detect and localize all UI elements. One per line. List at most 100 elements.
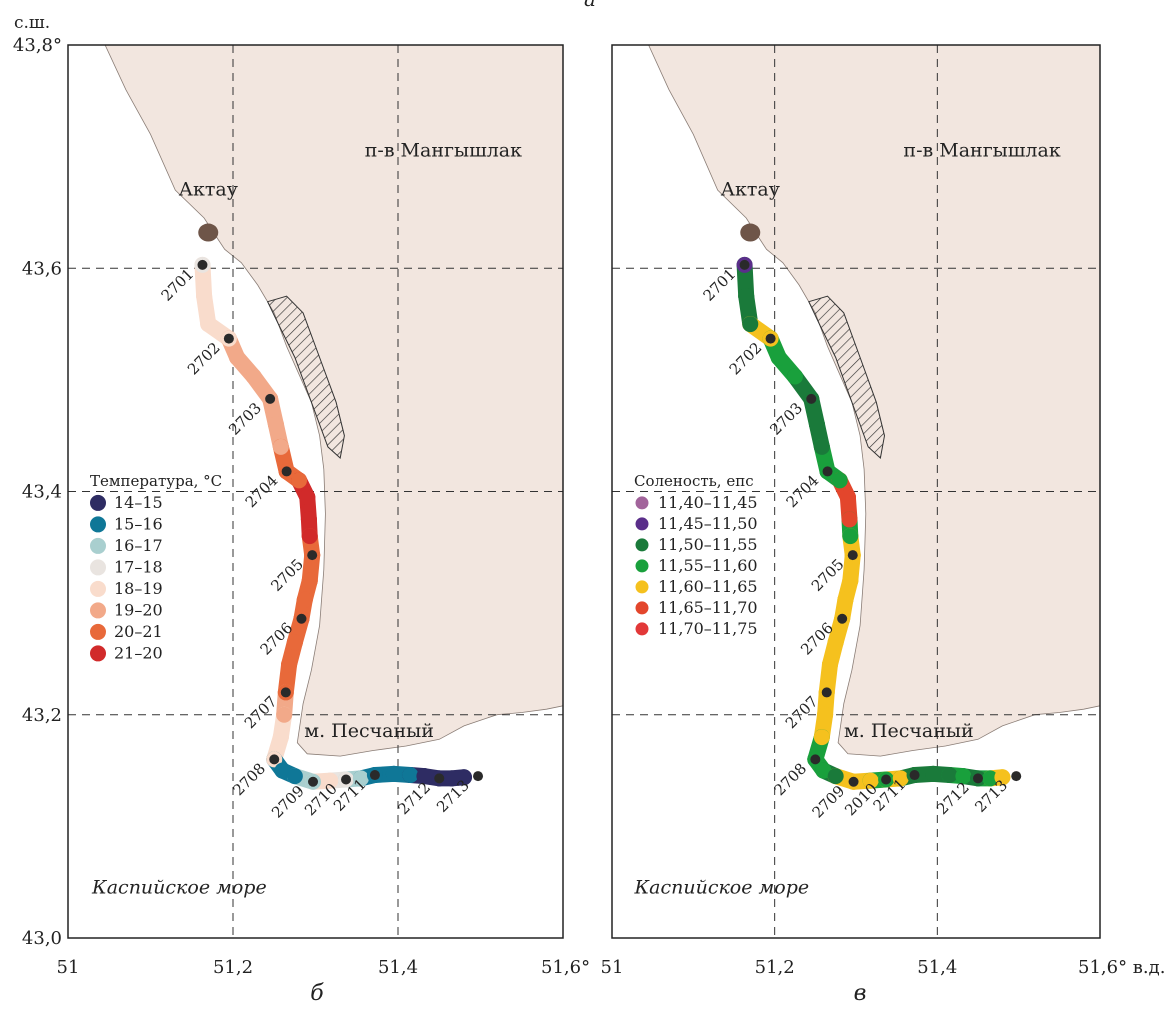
track-point [352, 770, 369, 787]
station-point [1011, 771, 1022, 782]
track-point [827, 768, 844, 785]
station-point [197, 259, 208, 270]
left-panel-caption: б [310, 981, 324, 1006]
legend-swatch [635, 538, 649, 552]
station-point [739, 259, 750, 270]
peninsula-label: п-в Мангышлак [365, 140, 522, 162]
map-frame [611, 44, 1101, 939]
station-point [806, 393, 817, 404]
x-tick-label: 51,4 [378, 957, 418, 978]
x-tick-label: 51,2 [213, 957, 253, 978]
station-point [765, 333, 776, 344]
track-point [842, 572, 859, 589]
track-point [281, 656, 298, 673]
station-point [223, 333, 234, 344]
sand-spit-hatched [266, 295, 345, 459]
y-tick-label: 43,4 [22, 482, 62, 503]
legend-label: 11,65–11,70 [658, 598, 758, 617]
track-point [229, 349, 246, 366]
legend-swatch [635, 580, 649, 594]
track-point [456, 769, 472, 786]
legend-swatch [635, 517, 649, 531]
track-point [742, 316, 759, 333]
y-tick-label: 43,8° [13, 35, 62, 56]
x-tick-label: 51,6° в.д. [1078, 957, 1165, 978]
x-tick-label: 51,6° [541, 957, 590, 978]
track-point [982, 770, 999, 787]
peninsula-label: п-в Мангышлак [903, 140, 1060, 162]
legend-swatch [90, 645, 106, 662]
track-point [813, 729, 830, 746]
salinity-map-panel: 2701270227032704270527062707270827092010… [601, 44, 1165, 978]
legend-label: 20–21 [114, 622, 163, 641]
x-tick-label: 51 [601, 957, 624, 978]
track-point [322, 772, 339, 789]
track-point [842, 528, 859, 545]
city-marker [198, 223, 219, 242]
map-frame [67, 44, 564, 939]
track-point [815, 762, 832, 779]
legend-label: 11,55–11,60 [658, 556, 758, 575]
station-point [269, 754, 280, 765]
track-point [296, 591, 313, 608]
legend-swatch [90, 602, 106, 619]
legend-swatch [635, 559, 649, 573]
x-tick-label: 51,4 [917, 957, 957, 978]
legend-label: 17–18 [114, 557, 163, 576]
track-point [416, 768, 433, 785]
track-point [955, 768, 972, 785]
legend-swatch [635, 622, 649, 636]
station-point [973, 773, 983, 784]
cape-label: м. Песчаный [304, 720, 434, 742]
track-point [272, 729, 289, 746]
legend-swatch [90, 623, 106, 640]
track-point [808, 416, 825, 433]
legend-swatch [90, 559, 106, 576]
sea-label: Каспийское море [91, 876, 267, 898]
track-point [821, 656, 838, 673]
legend-swatch [635, 496, 649, 510]
track-point [941, 767, 958, 784]
legend-label: 11,70–11,75 [658, 619, 758, 638]
figure-top-letter: а [584, 0, 596, 11]
track-point [300, 511, 317, 528]
track-point [831, 472, 848, 489]
track-point [291, 472, 307, 489]
station-point [434, 773, 445, 784]
legend-label: 19–20 [114, 600, 163, 619]
sand-spit-hatched [808, 295, 886, 459]
legend-label: 11,45–11,50 [658, 514, 758, 533]
track-point [402, 767, 419, 784]
track-point [892, 770, 909, 787]
track-point [267, 416, 284, 433]
station-point [837, 613, 848, 624]
sea-label: Каспийское море [633, 876, 809, 898]
city-label: Актау [721, 179, 780, 201]
track-point [738, 288, 755, 305]
legend-label: 14–15 [114, 493, 163, 512]
legend-label: 11,60–11,65 [658, 577, 758, 596]
station-point [281, 466, 292, 477]
track-point [817, 706, 834, 723]
legend-title: Температура, °С [90, 472, 222, 490]
track-point [245, 368, 262, 385]
legend-label: 16–17 [114, 536, 163, 555]
legend-label: 15–16 [114, 514, 163, 533]
station-point [810, 754, 821, 765]
station-point [280, 687, 291, 698]
station-point [473, 771, 484, 782]
legend-label: 21–20 [114, 643, 163, 662]
track-point [385, 765, 402, 782]
station-point [822, 466, 833, 477]
station-point [341, 774, 352, 785]
station-point [265, 393, 276, 404]
legend-label: 11,40–11,45 [658, 493, 758, 512]
track-point [272, 438, 289, 455]
track-point [301, 572, 318, 589]
station-point [296, 613, 307, 624]
station-point [881, 774, 892, 785]
y-tick-label: 43,6 [22, 258, 62, 279]
track-point [286, 634, 303, 651]
track-point [301, 528, 318, 545]
track-point [299, 489, 316, 506]
